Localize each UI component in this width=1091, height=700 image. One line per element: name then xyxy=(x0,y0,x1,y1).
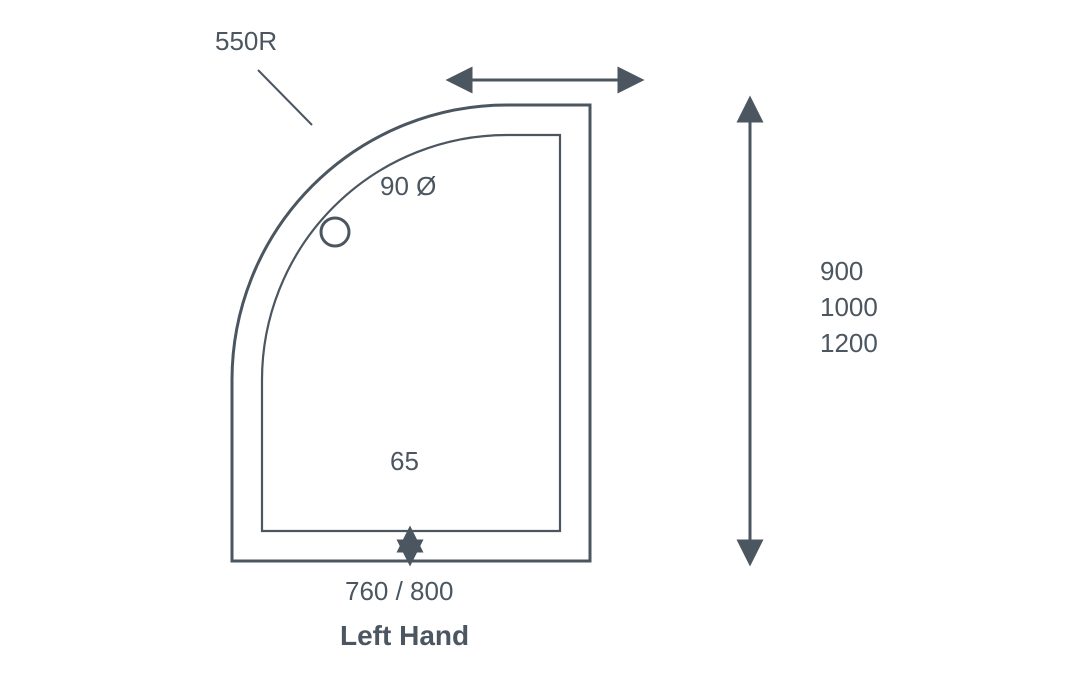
depth-label: 65 xyxy=(390,446,419,476)
drain-diameter-label: 90 Ø xyxy=(380,171,436,201)
width-options-label: 760 / 800 xyxy=(345,576,453,606)
radius-label: 550R xyxy=(215,26,277,56)
height-option-3: 1200 xyxy=(820,328,878,358)
diagram-title: Left Hand xyxy=(340,620,469,651)
radius-leader-line xyxy=(258,70,312,125)
technical-diagram: 550R 90 Ø 65 760 / 800 Left Hand 900 100… xyxy=(0,0,1091,700)
height-option-1: 900 xyxy=(820,256,863,286)
height-option-2: 1000 xyxy=(820,292,878,322)
drain-hole xyxy=(321,218,349,246)
